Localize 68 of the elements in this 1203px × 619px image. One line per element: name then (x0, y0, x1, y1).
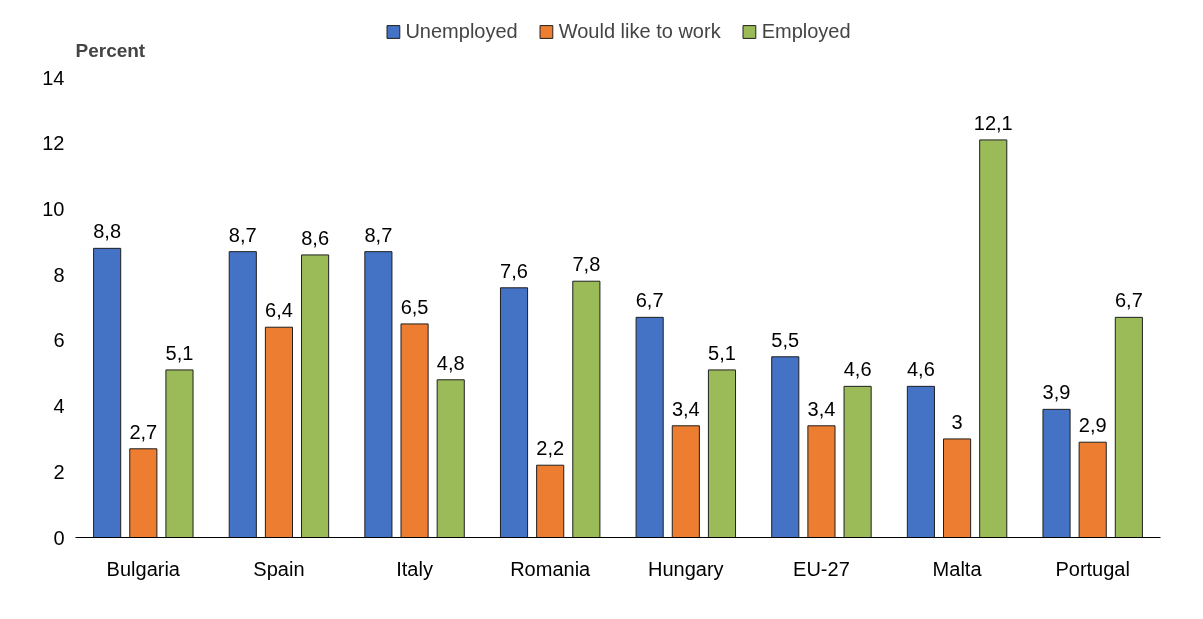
x-tick-label: Malta (932, 557, 983, 580)
data-label: 8,8 (93, 220, 122, 243)
legend-label: Employed (761, 19, 851, 43)
bar (1078, 441, 1107, 538)
data-label: 8,6 (301, 226, 330, 249)
bar (671, 425, 700, 538)
data-label: 3,4 (671, 397, 700, 420)
bar (301, 254, 330, 538)
bar (93, 247, 122, 538)
data-label: 5,1 (708, 341, 736, 364)
bar (771, 356, 800, 538)
data-label: 7,8 (572, 253, 601, 276)
data-label: 6,7 (1114, 289, 1143, 312)
y-tick-label: 0 (53, 526, 65, 549)
x-tick-label: EU-27 (793, 557, 850, 580)
y-tick-label: 10 (42, 197, 65, 220)
data-label: 5,1 (165, 341, 194, 364)
x-tick-label: Romania (510, 557, 592, 580)
data-label: 3 (951, 410, 963, 433)
data-label: 4,6 (843, 358, 872, 381)
data-label: 6,4 (265, 299, 293, 322)
y-tick-label: 6 (53, 329, 65, 352)
x-tick-label: Spain (253, 557, 305, 580)
data-label: 8,7 (364, 223, 393, 246)
data-label: 2,2 (536, 437, 565, 460)
bar (807, 425, 836, 538)
bar (979, 139, 1008, 538)
legend-label: Unemployed (405, 19, 518, 43)
bar (400, 323, 429, 538)
legend-label: Would like to work (558, 19, 721, 43)
x-tick-label: Portugal (1055, 557, 1130, 580)
data-label: 12,1 (973, 111, 1013, 134)
bar (264, 326, 293, 538)
y-tick-label: 14 (42, 66, 65, 89)
bar (228, 251, 257, 538)
bar (635, 316, 664, 538)
data-label: 4,6 (906, 358, 935, 381)
y-axis-title: Percent (75, 39, 146, 61)
data-label: 5,5 (771, 328, 800, 351)
bar (707, 369, 737, 538)
y-tick-label: 8 (53, 263, 65, 286)
bar (165, 369, 194, 538)
bar (364, 251, 393, 538)
bar (536, 464, 565, 538)
y-tick-label: 12 (42, 132, 65, 155)
data-label: 6,7 (635, 289, 664, 312)
bar (943, 438, 972, 538)
bar (1042, 408, 1071, 538)
data-label: 6,5 (400, 295, 429, 318)
data-label: 4,8 (436, 351, 465, 374)
x-tick-label: Hungary (648, 557, 724, 580)
y-tick-label: 2 (53, 460, 65, 483)
bar (1114, 316, 1143, 538)
bar (843, 385, 872, 538)
data-label: 7,6 (500, 259, 528, 282)
bar (436, 379, 465, 538)
bar (499, 287, 529, 538)
bar (129, 448, 158, 538)
x-tick-label: Bulgaria (106, 557, 181, 580)
bar (906, 385, 935, 538)
data-label: 8,7 (228, 223, 257, 246)
y-tick-label: 4 (53, 395, 65, 418)
data-label: 3,9 (1042, 381, 1071, 404)
data-label: 2,7 (129, 420, 158, 443)
bar (572, 280, 601, 538)
x-tick-label: Italy (396, 557, 433, 580)
data-label: 3,4 (807, 397, 836, 420)
data-label: 2,9 (1078, 414, 1107, 437)
